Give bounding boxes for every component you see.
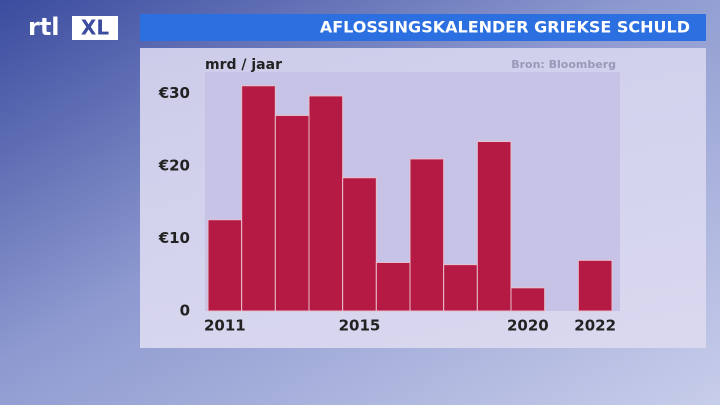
bar <box>375 261 411 312</box>
bar <box>510 287 546 312</box>
source: Bron: Bloomberg <box>511 58 616 71</box>
bar <box>443 264 478 312</box>
bar <box>241 85 276 312</box>
bar <box>207 219 243 312</box>
y-axis-label: mrd / jaar <box>205 57 282 73</box>
y-tick-label: €20 <box>158 157 190 175</box>
x-tick-label: 2020 <box>507 317 549 335</box>
bar <box>342 177 377 312</box>
y-tick-label: €10 <box>158 229 190 247</box>
logo-box <box>72 16 118 40</box>
title-bar <box>140 14 706 41</box>
y-tick-label: 0 <box>180 302 190 320</box>
bar <box>476 141 512 312</box>
x-tick-label: 2011 <box>204 317 246 335</box>
bar <box>409 158 445 312</box>
logo-text: XL <box>81 16 109 40</box>
logo-text: rtl <box>28 13 60 41</box>
bar <box>308 95 344 312</box>
bar <box>274 114 310 312</box>
y-tick-label: €30 <box>158 84 190 102</box>
chart-title: AFLOSSINGSKALENDER GRIEKSE SCHULD <box>320 18 690 37</box>
x-tick-label: 2015 <box>339 317 381 335</box>
bar <box>577 259 613 312</box>
x-tick-label: 2022 <box>574 317 616 335</box>
